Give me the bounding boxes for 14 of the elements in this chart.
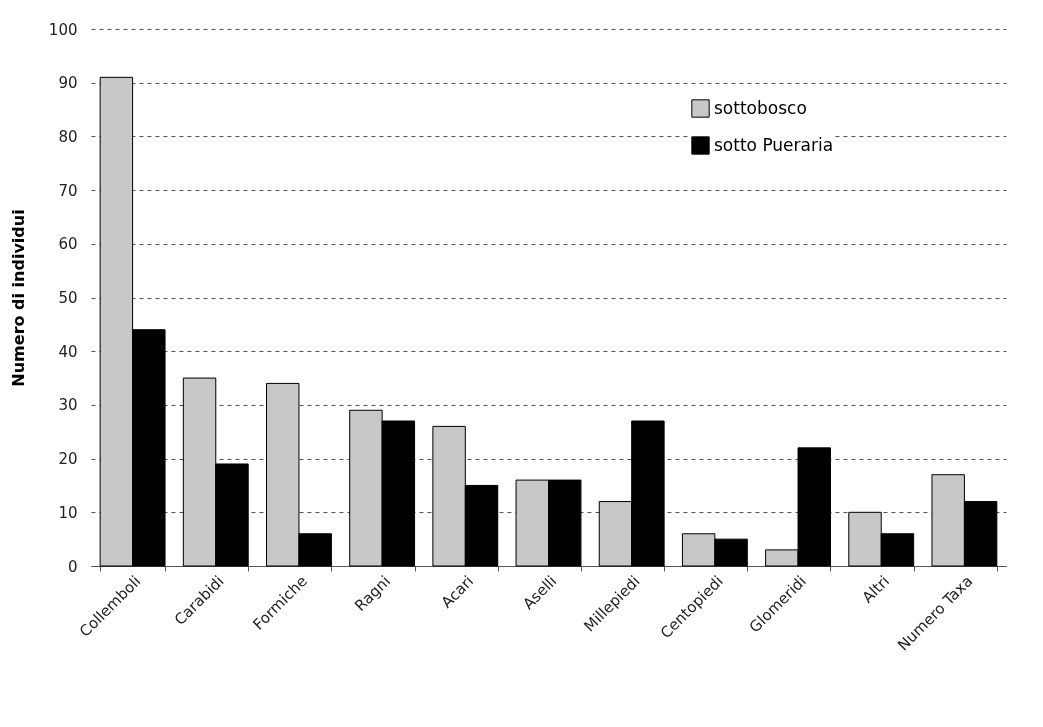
legend-label: sotto Pueraria xyxy=(714,134,834,155)
y-tick-label: 30 xyxy=(58,396,78,415)
y-tick-label: 20 xyxy=(58,450,78,469)
y-tick-label: 40 xyxy=(58,342,78,361)
y-tick-label: 60 xyxy=(58,235,78,254)
y-tick-label: 100 xyxy=(48,20,78,39)
y-axis-title: Numero di individui xyxy=(8,209,28,387)
y-tick-label: 90 xyxy=(58,74,78,93)
y-tick-label: 70 xyxy=(58,181,78,200)
legend-label: sottobosco xyxy=(714,97,807,118)
y-tick-label: 80 xyxy=(58,127,78,146)
y-tick-label: 10 xyxy=(58,503,78,522)
y-tick-label: 50 xyxy=(58,289,78,307)
y-tick-label: 0 xyxy=(67,557,78,576)
